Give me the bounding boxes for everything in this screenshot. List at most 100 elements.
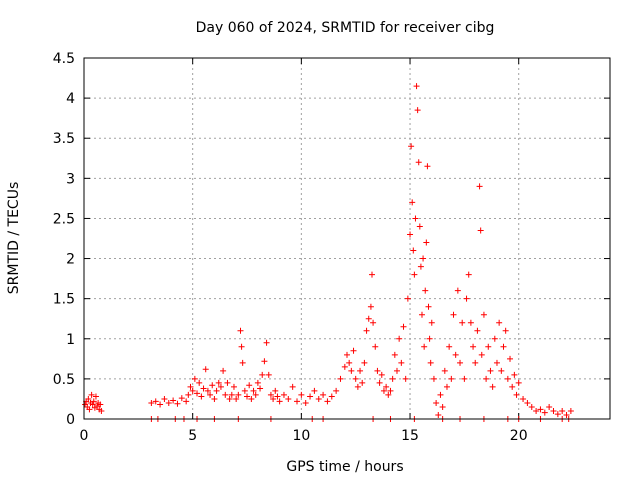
data-point	[254, 379, 261, 386]
data-point	[252, 391, 259, 398]
data-point	[439, 403, 446, 410]
x-tick-label: 5	[188, 428, 197, 444]
x-tick-label: 15	[401, 428, 419, 444]
data-point	[90, 398, 97, 405]
data-point	[511, 371, 518, 378]
data-point	[324, 398, 331, 405]
data-point	[489, 383, 496, 390]
data-point	[411, 271, 418, 278]
data-point	[554, 411, 561, 418]
data-point	[396, 335, 403, 342]
data-point	[454, 287, 461, 294]
data-point	[207, 391, 214, 398]
data-point	[424, 163, 431, 170]
data-point	[435, 411, 442, 418]
data-point	[387, 387, 394, 394]
data-point	[267, 391, 274, 398]
data-point	[213, 387, 220, 394]
y-axis-label: SRMTID / TECUs	[6, 182, 22, 295]
data-point	[374, 367, 381, 374]
data-point	[413, 83, 420, 90]
data-point	[161, 395, 168, 402]
data-point	[365, 315, 372, 322]
data-point	[372, 343, 379, 350]
data-point	[194, 390, 201, 397]
x-tick-label: 10	[292, 428, 310, 444]
data-point	[272, 387, 279, 394]
data-point	[487, 367, 494, 374]
y-tick-label: 3	[66, 171, 75, 187]
data-point	[361, 359, 368, 366]
data-point	[483, 375, 490, 382]
data-point	[441, 367, 448, 374]
data-point	[433, 399, 440, 406]
data-point	[357, 367, 364, 374]
data-point	[341, 363, 348, 370]
data-point	[567, 407, 574, 414]
data-point	[88, 391, 95, 398]
data-point	[196, 379, 203, 386]
data-point	[191, 375, 198, 382]
data-point	[400, 323, 407, 330]
data-point	[202, 366, 209, 373]
data-point	[238, 343, 245, 350]
data-point	[289, 383, 296, 390]
data-point	[546, 403, 553, 410]
data-point	[239, 359, 246, 366]
data-point	[346, 359, 353, 366]
data-point	[235, 391, 242, 398]
data-point	[183, 398, 190, 405]
data-point	[368, 271, 375, 278]
data-point	[244, 393, 251, 400]
data-point	[448, 375, 455, 382]
data-point	[276, 398, 283, 405]
data-point	[89, 401, 96, 408]
data-point	[423, 239, 430, 246]
data-point	[437, 391, 444, 398]
y-tick-label: 3.5	[53, 131, 75, 147]
data-point	[533, 407, 540, 414]
data-point	[198, 393, 205, 400]
data-point	[550, 407, 557, 414]
grid-lines	[84, 58, 610, 419]
data-point	[446, 343, 453, 350]
y-tick-label: 1	[66, 332, 75, 348]
data-point	[414, 107, 421, 114]
data-point	[524, 399, 531, 406]
data-point	[513, 391, 520, 398]
data-point	[498, 367, 505, 374]
data-point	[222, 391, 229, 398]
data-point	[422, 287, 429, 294]
data-point	[476, 183, 483, 190]
data-point	[509, 383, 516, 390]
data-point	[367, 303, 374, 310]
y-tick-label: 0.5	[53, 372, 75, 388]
data-point	[507, 355, 514, 362]
x-axis-label: GPS time / hours	[286, 459, 403, 475]
data-point	[463, 295, 470, 302]
data-point	[185, 391, 192, 398]
data-point	[465, 271, 472, 278]
data-point	[302, 399, 309, 406]
data-point	[398, 359, 405, 366]
data-point	[215, 379, 222, 386]
data-points	[82, 83, 574, 422]
data-point	[410, 247, 417, 254]
data-point	[477, 227, 484, 234]
data-point	[393, 367, 400, 374]
data-point	[563, 411, 570, 418]
x-tick-label: 0	[80, 428, 89, 444]
data-point	[428, 319, 435, 326]
data-point	[452, 351, 459, 358]
data-point	[328, 393, 335, 400]
data-point	[402, 375, 409, 382]
data-point	[298, 391, 305, 398]
data-point	[408, 143, 415, 150]
data-point	[259, 371, 266, 378]
data-point	[263, 339, 270, 346]
data-point	[280, 391, 287, 398]
data-point	[480, 311, 487, 318]
data-point	[148, 399, 155, 406]
y-tick-label: 4.5	[53, 51, 75, 67]
